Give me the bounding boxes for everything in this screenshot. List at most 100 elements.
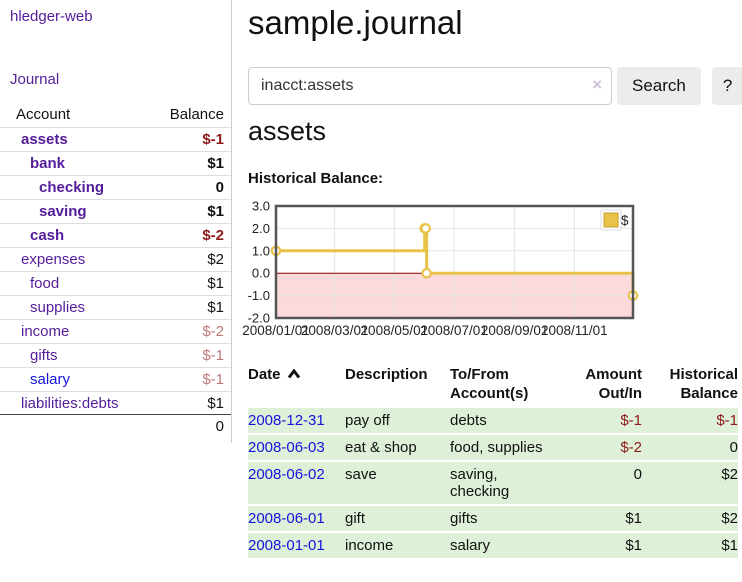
account-balance: $-1 (202, 347, 224, 364)
transaction-date-link[interactable]: 2008-06-03 (248, 439, 325, 456)
transaction-balance: $-1 (642, 407, 738, 434)
transaction-description: pay off (345, 407, 450, 434)
data-point-marker (420, 223, 431, 234)
transaction-accounts: debts (450, 407, 558, 434)
transaction-accounts: saving, checking (450, 461, 558, 505)
legend-swatch-icon (603, 212, 619, 228)
sidebar-item-journal[interactable]: Journal (10, 71, 60, 88)
accounts-header: Account Balance (0, 104, 231, 127)
transaction-accounts: gifts (450, 505, 558, 532)
page-title: sample.journal (248, 4, 463, 41)
account-balance: $-2 (202, 323, 224, 340)
account-row-saving: saving $1 (0, 199, 231, 223)
account-row-salary: salary $-1 (0, 367, 231, 391)
transaction-accounts: salary (450, 532, 558, 558)
transaction-description: eat & shop (345, 434, 450, 461)
transaction-date-link[interactable]: 2008-12-31 (248, 412, 325, 429)
account-link-checking[interactable]: checking (39, 179, 105, 196)
data-point-marker (421, 267, 432, 279)
transaction-description: gift (345, 505, 450, 532)
transaction-amount: 0 (558, 461, 642, 505)
clear-search-icon[interactable]: × (592, 75, 602, 94)
search-help-button[interactable]: ? (711, 67, 742, 105)
y-axis-tick-label: 0.0 (252, 266, 270, 281)
transaction-amount: $-1 (558, 407, 642, 434)
x-axis-tick-label: 2008/03/01 (301, 323, 369, 338)
date-header-label: Date (248, 366, 281, 383)
search-input[interactable] (248, 67, 612, 105)
account-link-liabilities-debts[interactable]: liabilities:debts (21, 394, 119, 412)
transaction-accounts: food, supplies (450, 434, 558, 461)
account-heading: assets (248, 116, 327, 146)
register-table: Date Description To/From Account(s) Amou… (248, 361, 738, 558)
transaction-balance: $1 (642, 532, 738, 558)
account-balance: 0 (215, 179, 224, 196)
y-axis-tick-label: -1.0 (248, 288, 270, 303)
account-row-supplies: supplies $1 (0, 295, 231, 319)
account-link-gifts[interactable]: gifts (30, 347, 58, 364)
account-link-income[interactable]: income (21, 323, 70, 340)
account-link-cash[interactable]: cash (30, 227, 65, 244)
account-row-food: food $1 (0, 271, 231, 295)
register-header-description: Description (345, 366, 428, 383)
account-row-bank: bank $1 (0, 151, 231, 175)
account-balance: $1 (207, 394, 224, 412)
account-balance: $1 (207, 299, 224, 316)
register-header-row: Date Description To/From Account(s) Amou… (248, 361, 738, 407)
transaction-amount: $1 (558, 532, 642, 558)
y-axis-tick-label: 2.0 (252, 221, 270, 236)
register-header-balance: Historical Balance (669, 366, 738, 402)
register-row: 2008-01-01 income salary $1 $1 (248, 532, 738, 558)
sidebar: hledger-web Journal Account Balance asse… (0, 0, 232, 443)
account-balance: $2 (207, 251, 224, 268)
search-form: × Search ? (248, 67, 742, 105)
account-link-saving[interactable]: saving (39, 203, 87, 220)
register-header-amount: Amount Out/In (585, 366, 642, 402)
sort-ascending-icon (287, 365, 301, 384)
transaction-balance: $2 (642, 505, 738, 532)
app-brand-link[interactable]: hledger-web (10, 8, 93, 25)
account-row-gifts: gifts $-1 (0, 343, 231, 367)
register-header-date[interactable]: Date (248, 361, 345, 407)
x-axis-tick-label: 2008/05/01 (361, 323, 429, 338)
account-row-liabilities-debts: liabilities:debts $1 (0, 391, 231, 415)
account-balance: $-2 (202, 227, 224, 244)
transaction-date-link[interactable]: 2008-01-01 (248, 537, 325, 554)
account-link-assets[interactable]: assets (21, 131, 68, 148)
transaction-date-link[interactable]: 2008-06-01 (248, 510, 325, 527)
transaction-date-link[interactable]: 2008-06-02 (248, 466, 325, 483)
historical-balance-chart: 3.0 2.0 1.0 0.0 -1.0 -2.0 2008/01/01 2008/03/01… (242, 199, 742, 345)
chart-border (274, 204, 635, 320)
search-button[interactable]: Search (617, 67, 701, 105)
account-link-bank[interactable]: bank (30, 155, 66, 172)
accounts-total: 0 (215, 418, 224, 435)
x-axis-tick-label: 2008/09/01 (481, 323, 549, 338)
legend-label: $ (621, 213, 629, 228)
account-row-expenses: expenses $2 (0, 247, 231, 271)
y-axis-tick-label: 3.0 (252, 199, 270, 214)
account-row-cash: cash $-2 (0, 223, 231, 247)
x-axis-tick-label: 2008/11/01 (541, 323, 608, 338)
account-row-income: income $-2 (0, 319, 231, 343)
transaction-balance: $2 (642, 461, 738, 505)
account-balance: $1 (207, 275, 224, 292)
register-row: 2008-06-02 save saving, checking 0 $2 (248, 461, 738, 505)
accounts-panel: Account Balance assets $-1 bank $1 check… (0, 104, 231, 435)
chart-title: Historical Balance: (248, 170, 384, 187)
account-link-salary[interactable]: salary (30, 371, 71, 388)
accounts-header-account: Account (16, 106, 71, 123)
account-balance: $1 (207, 203, 224, 220)
accounts-header-balance: Balance (169, 106, 224, 123)
y-axis-tick-label: -2.0 (248, 311, 270, 326)
x-axis-tick-label: 2008/01/01 (242, 323, 310, 338)
account-balance: $1 (207, 155, 224, 172)
account-link-expenses[interactable]: expenses (21, 251, 86, 268)
transaction-amount: $1 (558, 505, 642, 532)
x-axis-tick-label: 2008/07/01 (420, 323, 488, 338)
account-link-food[interactable]: food (30, 275, 60, 292)
transaction-amount: $-2 (558, 434, 642, 461)
account-balance: $-1 (202, 131, 224, 148)
account-link-supplies[interactable]: supplies (30, 299, 86, 316)
register-header-tofrom: To/From Account(s) (450, 366, 529, 402)
register-row: 2008-12-31 pay off debts $-1 $-1 (248, 407, 738, 434)
